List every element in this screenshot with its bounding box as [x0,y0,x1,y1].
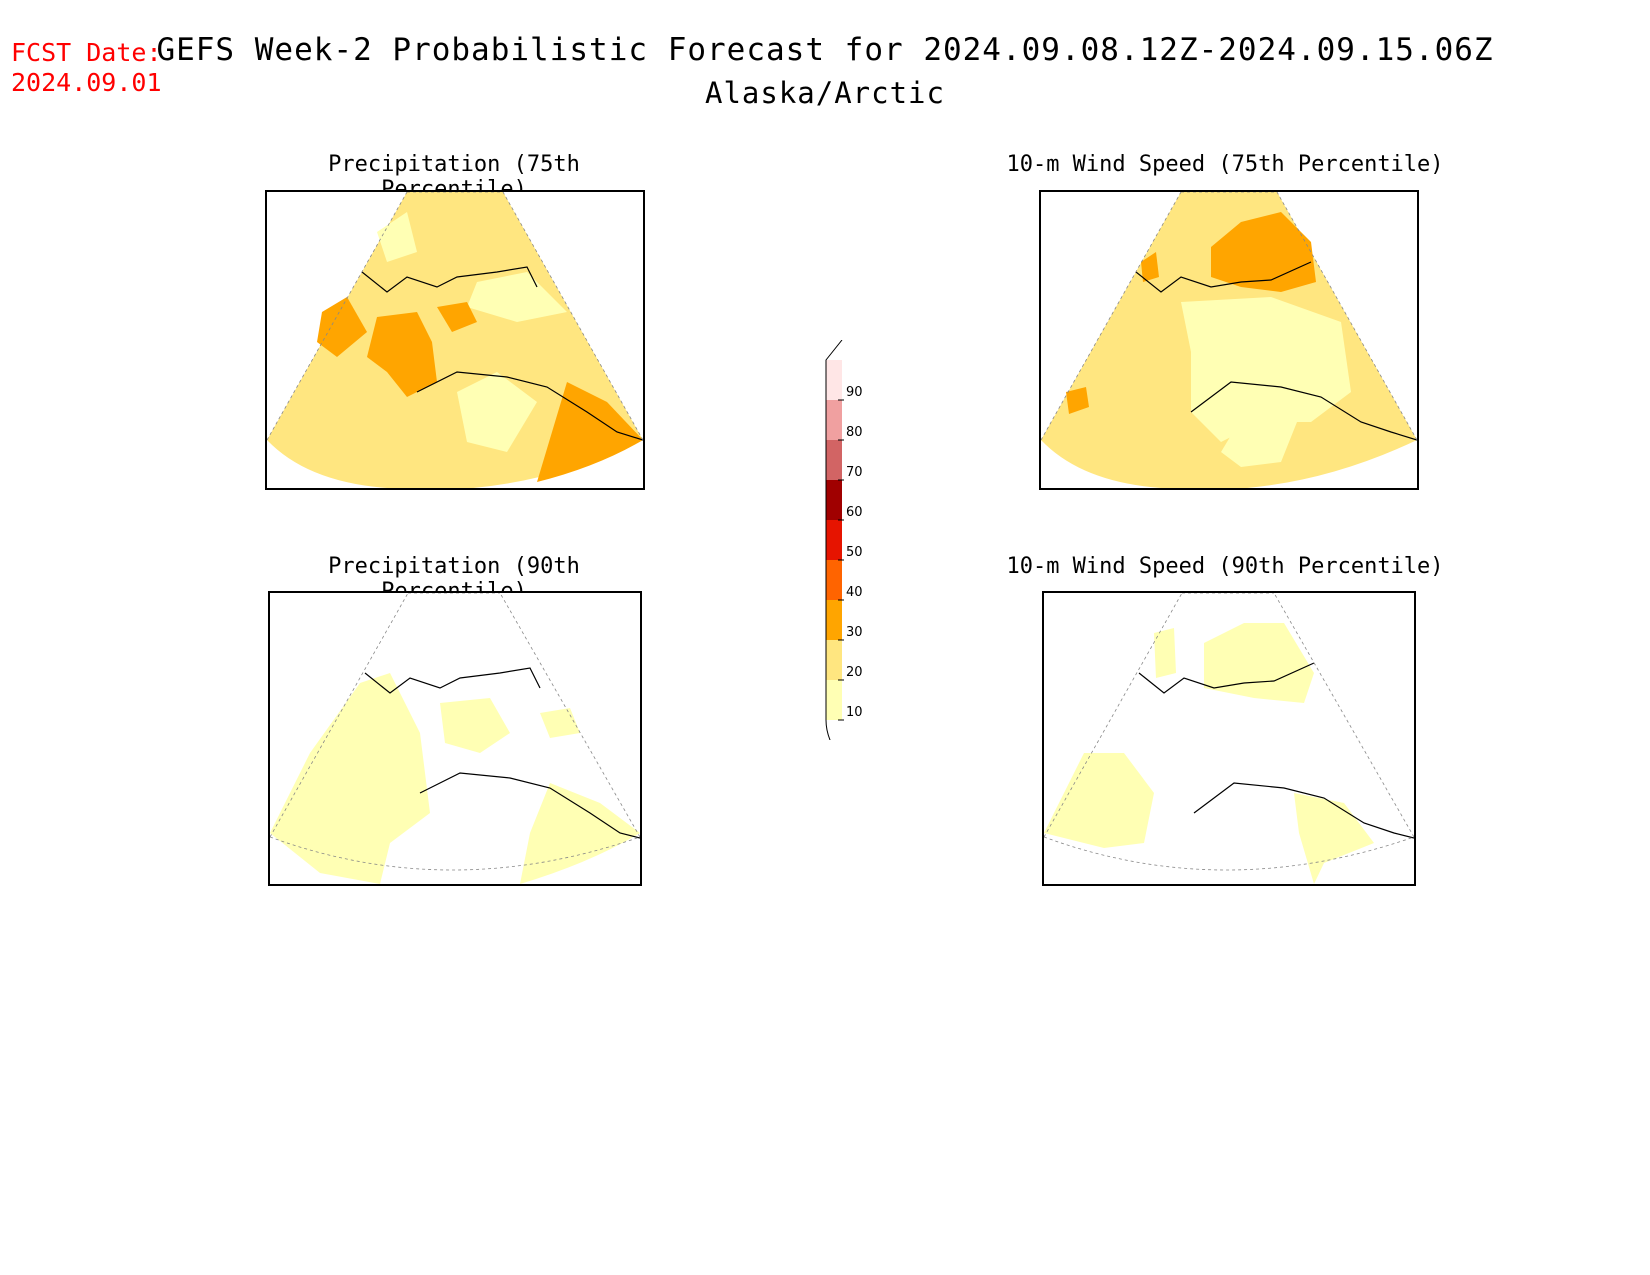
panel-title-wind-75: 10-m Wind Speed (75th Percentile) [1006,152,1444,177]
colorbar-swatch [826,560,842,600]
colorbar-swatch [826,640,842,680]
colorbar-swatch [826,360,842,400]
map-panel-wind-90 [1042,591,1416,886]
colorbar-tick-label: 10 [846,705,863,720]
panel-title-wind-90: 10-m Wind Speed (90th Percentile) [1006,554,1444,579]
colorbar-tick-label: 20 [846,665,863,680]
color-legend-svg: 10 20 30 40 50 60 70 80 90 [825,339,863,761]
colorbar-tick-label: 30 [846,625,863,640]
colorbar-tick-label: 60 [846,505,863,520]
forecast-date-block: FCST Date: 2024.09.01 [11,38,162,98]
region-subtitle: Alaska/Arctic [705,76,945,110]
fcst-date-value: 2024.09.01 [11,68,162,97]
color-legend: 10 20 30 40 50 60 70 80 90 [810,339,870,761]
colorbar-tick-label: 80 [846,425,863,440]
colorbar-tick-label: 50 [846,545,863,560]
colorbar-swatch [826,440,842,480]
fcst-date-label: FCST Date: [11,38,162,67]
map-panel-precip-75 [265,190,645,490]
colorbar-swatch [826,600,842,640]
page-title: GEFS Week-2 Probabilistic Forecast for 2… [156,32,1494,68]
colorbar-swatch [826,400,842,440]
colorbar-tick-label: 40 [846,585,863,600]
colorbar-swatch [826,520,842,560]
colorbar-swatch [826,480,842,520]
map-panel-wind-75 [1039,190,1419,490]
colorbar-swatch [826,680,842,720]
colorbar-tick-label: 90 [846,385,863,400]
map-panel-precip-90 [268,591,642,886]
colorbar-tick-label: 70 [846,465,863,480]
